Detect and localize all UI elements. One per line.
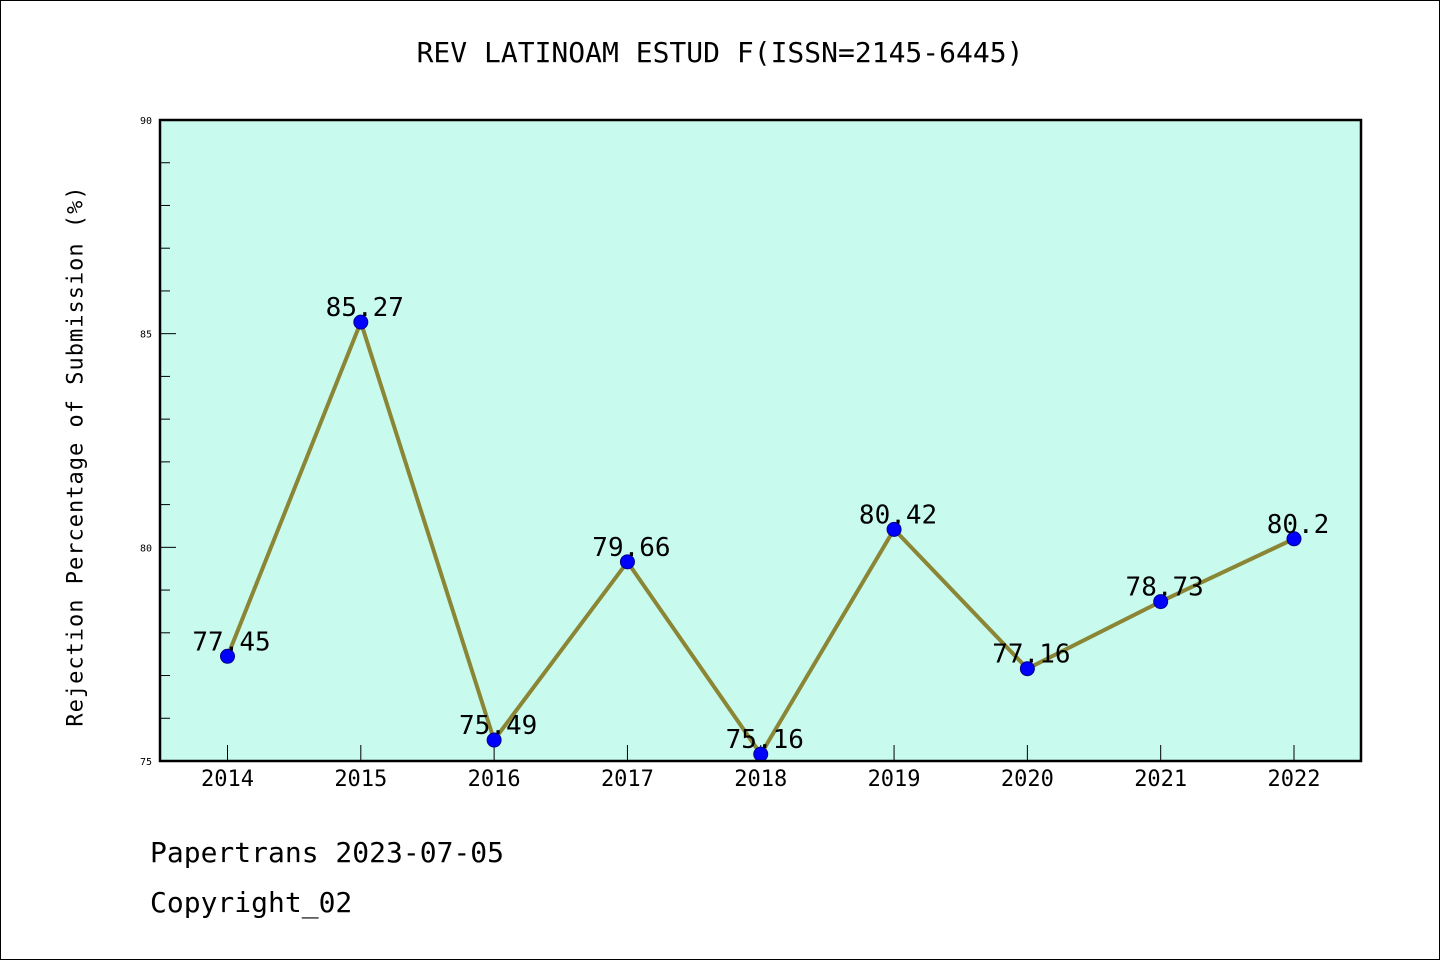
data-point	[1286, 531, 1302, 547]
data-point	[1153, 594, 1169, 610]
data-point	[353, 314, 369, 330]
data-label: 77.16	[992, 640, 1070, 670]
data-label: 79.66	[592, 533, 670, 563]
chart-title: REV LATINOAM ESTUD F(ISSN=2145-6445)	[416, 36, 1024, 69]
data-label: 75.16	[726, 725, 804, 755]
data-label: 80.42	[859, 500, 937, 530]
data-label: 80.2	[1267, 510, 1330, 540]
x-tick-label: 2017	[601, 767, 654, 792]
x-tick-label: 2020	[1001, 767, 1054, 792]
data-label: 77.45	[192, 627, 270, 657]
data-point	[886, 521, 902, 537]
data-point	[1019, 661, 1035, 677]
plot-area	[160, 120, 1361, 761]
data-labels: 77.45 85.27 75.49 79.66 75.16 80.42 77.16 78.73…	[192, 293, 1329, 755]
y-tick-label: 75	[140, 757, 152, 768]
data-points	[220, 314, 1302, 762]
data-label: 85.27	[326, 293, 404, 323]
data-point	[619, 554, 635, 570]
x-tick-label: 2021	[1134, 767, 1187, 792]
x-tick-label: 2014	[201, 767, 254, 792]
data-label: 75.49	[459, 711, 537, 741]
x-axis-ticks: 2014 2015 2016 2017 2018 2019 2020 2021 2022	[201, 745, 1320, 792]
data-point	[486, 732, 502, 748]
y-tick-label: 80	[140, 543, 152, 554]
x-tick-label: 2016	[468, 767, 521, 792]
data-point	[220, 648, 235, 664]
footer-copyright: Copyright_02	[150, 886, 353, 919]
x-tick-label: 2022	[1268, 767, 1321, 792]
data-label: 78.73	[1126, 573, 1204, 603]
plot-border	[158, 118, 1363, 763]
y-tick-label: 90	[140, 116, 152, 127]
x-tick-label: 2019	[868, 767, 921, 792]
x-tick-label: 2018	[734, 767, 787, 792]
y-minor-ticks	[160, 162, 170, 719]
y-tick-label: 85	[140, 330, 152, 341]
x-tick-label: 2015	[334, 767, 387, 792]
footer-date: Papertrans 2023-07-05	[150, 836, 505, 869]
